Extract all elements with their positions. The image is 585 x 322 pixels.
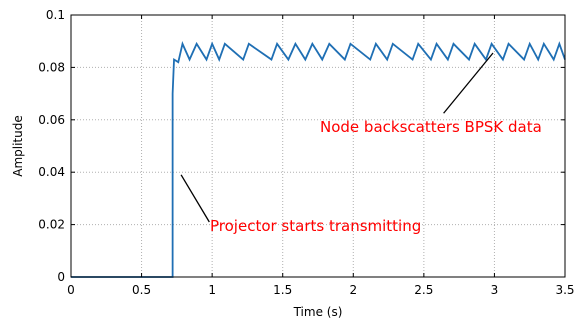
x-tick-label: 1 bbox=[208, 283, 216, 297]
x-tick-label: 3 bbox=[491, 283, 499, 297]
y-tick-label: 0.08 bbox=[38, 60, 65, 74]
y-tick-label: 0.04 bbox=[38, 165, 65, 179]
x-tick-label: 0.5 bbox=[132, 283, 151, 297]
x-tick-label: 0 bbox=[67, 283, 75, 297]
annotation-text: Node backscatters BPSK data bbox=[320, 118, 542, 136]
x-tick-label: 2 bbox=[349, 283, 357, 297]
series-layer bbox=[71, 41, 566, 278]
x-tick-label: 3.5 bbox=[555, 283, 574, 297]
x-tick-label: 2.5 bbox=[414, 283, 433, 297]
y-tick-label: 0 bbox=[57, 270, 65, 284]
y-tick-label: 0.06 bbox=[38, 113, 65, 127]
annotations: Node backscatters BPSK data Projector sta… bbox=[180, 52, 542, 235]
annotation-leader-line bbox=[443, 52, 494, 114]
y-tick-label: 0.02 bbox=[38, 218, 65, 232]
axis-ticks: 0 0.5 1 1.5 2 2.5 3 3.5 0 0.02 0.04 0.06 0.08 0.1 bbox=[38, 8, 574, 297]
x-axis-title: Time (s) bbox=[293, 305, 343, 319]
x-tick-label: 1.5 bbox=[273, 283, 292, 297]
annotation-text: Projector starts transmitting bbox=[210, 217, 421, 235]
y-axis-title: Amplitude bbox=[11, 115, 25, 177]
plot-area-frame bbox=[70, 14, 566, 278]
y-tick-label: 0.1 bbox=[46, 8, 65, 22]
grid bbox=[71, 15, 565, 277]
annotation-leader-line bbox=[180, 174, 210, 223]
series-line-0 bbox=[71, 41, 566, 278]
